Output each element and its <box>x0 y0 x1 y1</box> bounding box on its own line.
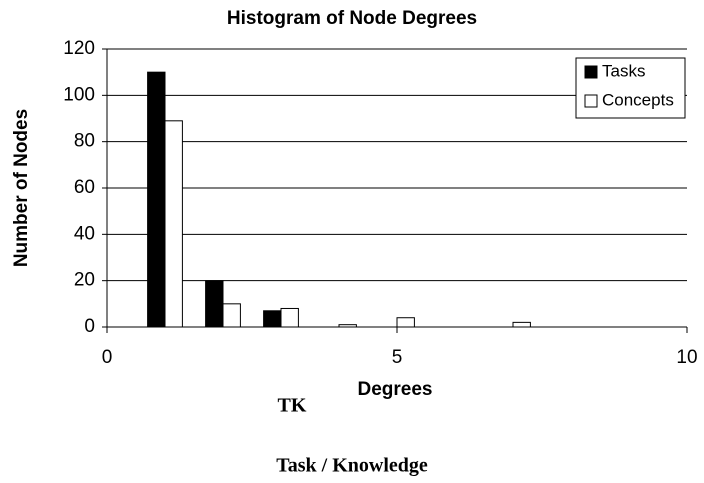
y-tick-label: 120 <box>63 38 95 59</box>
y-tick-label: 100 <box>63 84 95 105</box>
legend-swatch <box>584 65 598 79</box>
caption: Task / Knowledge <box>276 455 428 477</box>
x-tick-label: 5 <box>392 347 403 368</box>
y-tick-label: 20 <box>74 270 95 291</box>
bar <box>512 321 531 328</box>
y-tick-label: 60 <box>74 177 95 198</box>
bar <box>280 307 299 328</box>
y-axis-label: Number of Nodes <box>11 109 32 267</box>
x-tick-label: 10 <box>676 347 697 368</box>
bar <box>222 303 241 328</box>
bar <box>164 120 183 328</box>
bar <box>396 317 415 328</box>
bar <box>147 71 166 328</box>
legend-label: Concepts <box>602 90 674 109</box>
x-tick-label: 0 <box>102 347 113 368</box>
bar <box>205 280 224 328</box>
annotation: TK <box>278 395 307 417</box>
bar <box>263 310 282 328</box>
y-tick-label: 0 <box>84 316 95 337</box>
y-tick-label: 80 <box>74 131 95 152</box>
chart-title: Histogram of Node Degrees <box>227 8 477 29</box>
x-axis-label: Degrees <box>358 379 433 400</box>
legend-label: Tasks <box>602 61 645 80</box>
y-tick-label: 40 <box>74 223 95 244</box>
bar <box>338 324 357 328</box>
legend-swatch <box>584 94 598 108</box>
